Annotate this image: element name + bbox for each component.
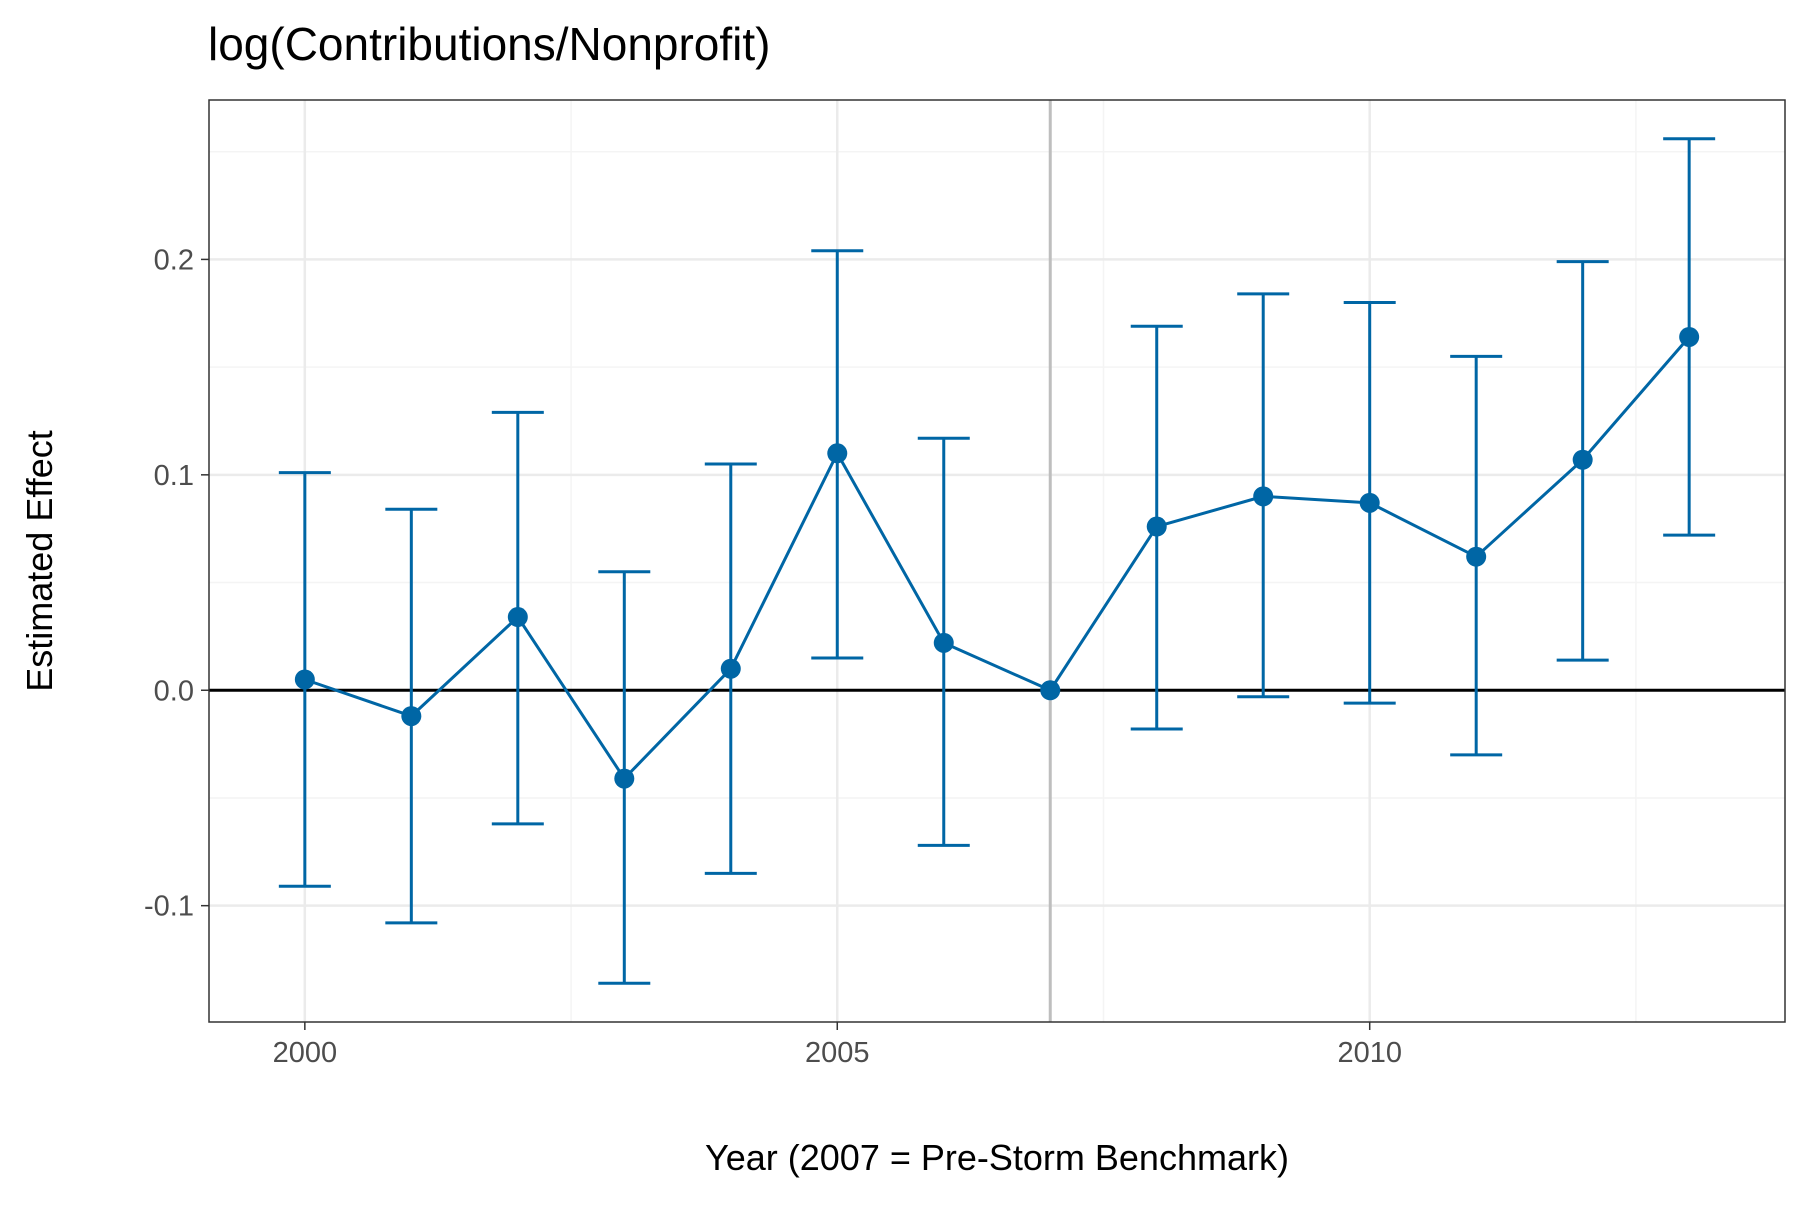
data-point [1466,546,1487,567]
axis-layer: 2000 2005 2010 -0.1 0.0 0.1 0.2 [144,244,1402,1069]
data-point [1146,516,1167,537]
data-point [1040,680,1061,701]
data-point [1572,449,1593,470]
panel-border [208,99,1786,1023]
x-axis-title: Year (2007 = Pre-Storm Benchmark) [705,1137,1289,1178]
y-tick-label: 0.2 [154,244,194,276]
data-point [507,607,528,628]
series-line [304,335,1691,781]
data-point [1679,326,1700,347]
y-axis-title: Estimated Effect [19,430,60,691]
x-tick-label: 2010 [1337,1037,1402,1069]
x-tick-label: 2000 [273,1037,338,1069]
data-point [1253,486,1274,507]
data-point [401,706,422,727]
chart-title: log(Contributions/Nonprofit) [208,18,771,70]
data-point [933,632,954,653]
data-point [720,658,741,679]
data-point [614,768,635,789]
reference-lines [209,100,1785,1022]
y-tick-label: 0.1 [154,460,194,492]
data-point [294,669,315,690]
gridlines [209,100,1785,1022]
series-layer [278,137,1716,985]
data-point [1359,492,1380,513]
data-point [827,443,848,464]
x-tick-label: 2005 [805,1037,870,1069]
y-tick-label: -0.1 [144,891,194,923]
y-tick-label: 0.0 [154,675,194,707]
